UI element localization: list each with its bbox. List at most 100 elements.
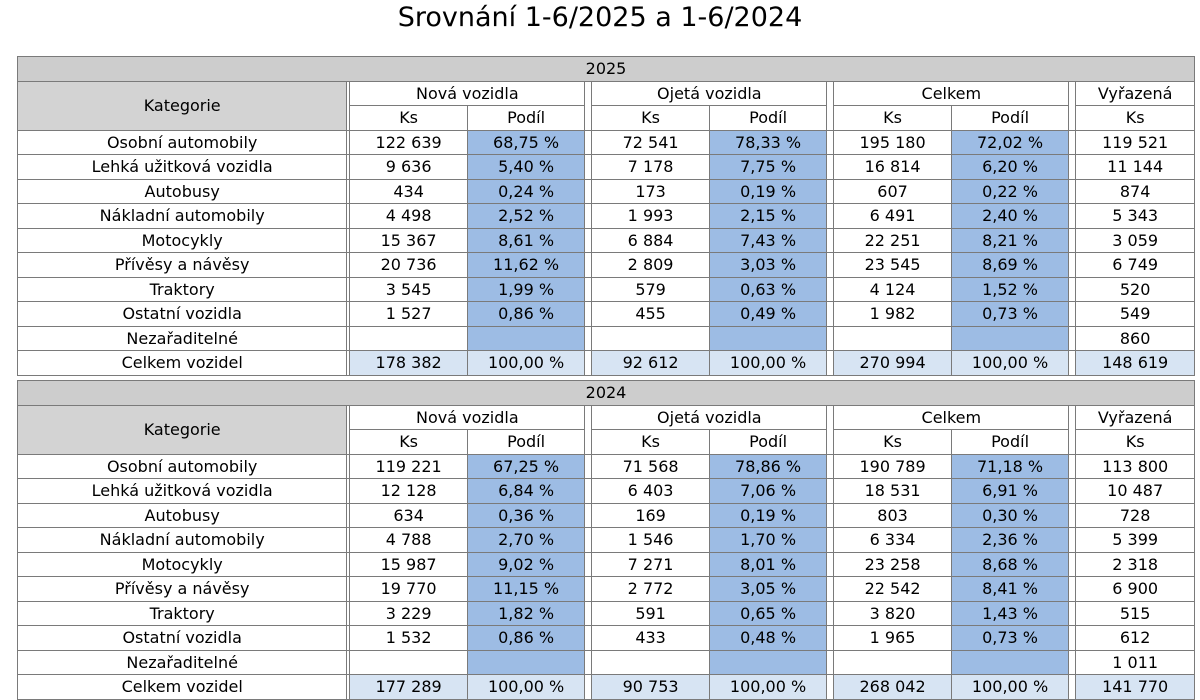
column-gap <box>826 80 835 131</box>
count-cell: 4 788 <box>349 527 468 553</box>
share-cell: 100,00 % <box>708 674 828 700</box>
category-label: Přívěsy a návěsy <box>16 576 348 602</box>
count-header: Ks <box>591 429 710 455</box>
column-gap <box>584 252 593 278</box>
count-cell: 2 809 <box>591 252 710 278</box>
table-row: Traktory 3 545 1,99 % 579 0,63 % 4 124 1,52 % 5… <box>16 276 1195 302</box>
share-cell: 3,03 % <box>708 252 828 278</box>
count-cell: 169 <box>591 502 710 528</box>
category-label: Lehká užitková vozidla <box>16 478 348 504</box>
sub-header-row: Ks Podíl Ks Podíl Ks Podíl Ks <box>18 429 1195 455</box>
column-gap <box>584 649 593 675</box>
count-cell: 607 <box>833 178 952 204</box>
discarded-count-cell: 1 011 <box>1075 649 1195 675</box>
category-header: Kategorie <box>16 80 348 131</box>
count-cell: 122 639 <box>349 129 468 155</box>
column-gap <box>584 129 593 155</box>
discarded-count-cell: 6 749 <box>1075 252 1195 278</box>
group-header-row: Kategorie Nová vozidla Ojetá vozidla Celkem… <box>16 404 1195 455</box>
share-cell: 78,86 % <box>708 453 828 479</box>
category-label: Nákladní automobily <box>16 527 348 553</box>
column-gap <box>584 502 593 528</box>
table-row: Motocykly 15 987 9,02 % 7 271 8,01 % 23 258 8,… <box>16 551 1195 577</box>
count-header: Ks <box>349 105 468 131</box>
share-header: Podíl <box>466 429 586 455</box>
count-cell: 195 180 <box>833 129 952 155</box>
discarded-count-cell: 10 487 <box>1075 478 1195 504</box>
discarded-count-cell: 860 <box>1075 325 1195 351</box>
count-cell: 1 546 <box>591 527 710 553</box>
share-cell: 0,24 % <box>466 178 586 204</box>
discarded-count-cell: 11 144 <box>1075 154 1195 180</box>
discarded-count-cell: 728 <box>1075 502 1195 528</box>
column-gap <box>584 301 593 327</box>
column-gap <box>584 80 593 131</box>
column-gap <box>584 325 593 351</box>
share-cell: 1,43 % <box>950 600 1070 626</box>
count-cell: 190 789 <box>833 453 952 479</box>
total-row: Celkem vozidel 178 382 100,00 % 92 612 100,0… <box>16 350 1195 376</box>
share-cell <box>708 325 828 351</box>
category-label: Autobusy <box>16 502 348 528</box>
table-row: Přívěsy a návěsy 19 770 11,15 % 2 772 3,05 %… <box>16 576 1195 602</box>
column-gap <box>1068 276 1077 302</box>
count-cell: 2 772 <box>591 576 710 602</box>
table-row: Osobní automobily 122 639 68,75 % 72 541 78,… <box>16 129 1195 155</box>
column-gap <box>826 453 835 479</box>
column-gap <box>826 674 835 700</box>
year-header: 2025 <box>17 56 1195 82</box>
share-cell <box>708 649 828 675</box>
column-gap <box>1068 576 1077 602</box>
category-label: Traktory <box>16 276 348 302</box>
category-label: Ostatní vozidla <box>16 625 348 651</box>
column-gap <box>584 674 593 700</box>
count-cell: 22 542 <box>833 576 952 602</box>
column-gap <box>584 453 593 479</box>
column-gap <box>826 301 835 327</box>
share-cell <box>466 325 586 351</box>
count-cell <box>591 325 710 351</box>
share-cell: 0,22 % <box>950 178 1070 204</box>
count-cell: 6 403 <box>591 478 710 504</box>
share-header: Podíl <box>466 105 586 131</box>
comparison-table-2024: 2024 Kategorie Nová vozidla Ojetá vozidla Ce… <box>16 380 1195 700</box>
share-cell: 2,52 % <box>466 203 586 229</box>
table-row: Přívěsy a návěsy 20 736 11,62 % 2 809 3,03 %… <box>16 252 1195 278</box>
share-cell: 0,30 % <box>950 502 1070 528</box>
count-cell: 3 820 <box>833 600 952 626</box>
column-gap <box>826 502 835 528</box>
count-cell: 92 612 <box>591 350 710 376</box>
table-row: Nákladní automobily 4 498 2,52 % 1 993 2,15 … <box>16 203 1195 229</box>
discarded-count-cell: 148 619 <box>1075 350 1195 376</box>
share-cell: 5,40 % <box>466 154 586 180</box>
count-cell: 22 251 <box>833 227 952 253</box>
table-row: Motocykly 15 367 8,61 % 6 884 7,43 % 22 251 8,… <box>16 227 1195 253</box>
column-gap <box>1068 178 1077 204</box>
table-row: Lehká užitková vozidla 12 128 6,84 % 6 403 7… <box>16 478 1195 504</box>
group-header-total: Celkem <box>833 404 1070 430</box>
table-row: Nezařaditelné 1 011 <box>16 649 1195 675</box>
share-cell: 3,05 % <box>708 576 828 602</box>
share-cell <box>950 325 1070 351</box>
count-cell: 3 229 <box>349 600 468 626</box>
column-gap <box>1068 625 1077 651</box>
count-cell: 9 636 <box>349 154 468 180</box>
group-header-new: Nová vozidla <box>349 404 586 430</box>
group-header-row: Kategorie Nová vozidla Ojetá vozidla Celkem… <box>16 80 1195 131</box>
category-label: Osobní automobily <box>16 453 348 479</box>
table-row: Ostatní vozidla 1 527 0,86 % 455 0,49 % 1 982… <box>16 301 1195 327</box>
column-gap <box>584 576 593 602</box>
count-cell: 7 271 <box>591 551 710 577</box>
share-cell: 7,43 % <box>708 227 828 253</box>
column-gap <box>826 129 835 155</box>
group-header-used: Ojetá vozidla <box>591 80 828 106</box>
column-gap <box>826 576 835 602</box>
share-cell: 68,75 % <box>466 129 586 155</box>
share-cell: 8,01 % <box>708 551 828 577</box>
share-cell: 2,36 % <box>950 527 1070 553</box>
page-title: Srovnání 1-6/2025 a 1-6/2024 <box>397 2 803 33</box>
count-cell: 270 994 <box>833 350 952 376</box>
category-label: Nezařaditelné <box>16 325 348 351</box>
count-header: Ks <box>833 105 952 131</box>
share-cell: 71,18 % <box>950 453 1070 479</box>
